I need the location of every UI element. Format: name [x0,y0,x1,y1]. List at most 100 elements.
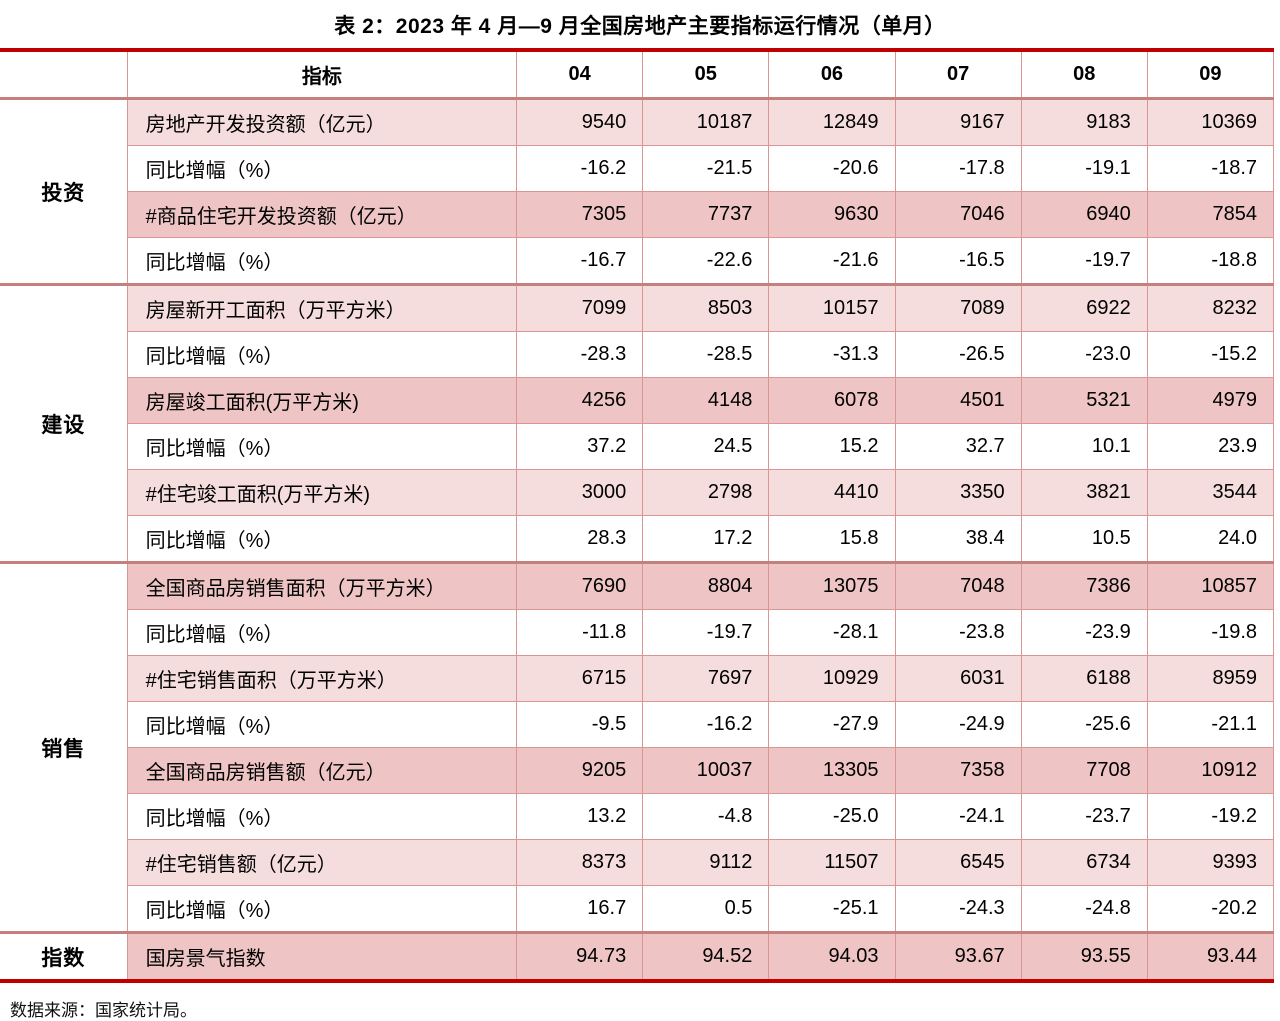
value-cell: -21.5 [642,145,770,192]
indicator-cell: 同比增幅（%） [126,885,518,933]
value-cell: -16.2 [516,145,644,192]
value-cell: 3350 [894,469,1022,516]
month-header: 04 [516,49,644,100]
value-cell: 4256 [516,377,644,424]
col-header-indicator: 指标 [126,49,518,100]
table-row: 同比增幅（%） 37.2 24.5 15.2 32.7 10.1 23.9 [0,423,1275,470]
indicator-cell: 全国商品房销售面积（万平方米） [126,561,518,610]
value-cell: 16.7 [516,885,644,933]
value-cell: 15.2 [768,423,896,470]
value-cell: -23.8 [894,609,1022,656]
value-cell: 7708 [1020,747,1148,794]
value-cell: 93.67 [894,931,1022,982]
value-cell: 4148 [642,377,770,424]
value-cell: 94.52 [642,931,770,982]
value-cell: -24.3 [894,885,1022,933]
value-cell: -15.2 [1146,331,1275,378]
value-cell: 12849 [768,97,896,146]
indicator-cell: 国房景气指数 [126,931,518,982]
indicator-cell: #住宅销售面积（万平方米） [126,655,518,702]
indicator-cell: 同比增幅（%） [126,331,518,378]
value-cell: 6715 [516,655,644,702]
table-row: 销售 全国商品房销售面积（万平方米） 7690 8804 13075 7048 7386 10… [0,561,1275,933]
value-cell: 13305 [768,747,896,794]
value-cell: 10187 [642,97,770,146]
table-body: 投资 房地产开发投资额（亿元） 9540 10187 12849 9167 9183 1036… [0,97,1275,982]
value-cell: 8232 [1146,283,1275,332]
value-cell: 13075 [768,561,896,610]
table-row: 指数 国房景气指数 94.73 94.52 94.03 93.67 93.55 93.44 [0,931,1275,982]
value-cell: 9393 [1146,839,1275,886]
value-cell: -19.8 [1146,609,1275,656]
value-cell: -27.9 [768,701,896,748]
value-cell: 7305 [516,191,644,238]
value-cell: 93.55 [1020,931,1148,982]
value-cell: 6922 [1020,283,1148,332]
corner-cell [0,49,128,100]
value-cell: -26.5 [894,331,1022,378]
table-row: 同比增幅（%） -9.5 -16.2 -27.9 -24.9 -25.6 -21.1 [0,701,1275,748]
value-cell: 10929 [768,655,896,702]
indicator-cell: 同比增幅（%） [126,515,518,563]
value-cell: 15.8 [768,515,896,563]
table-row: #住宅销售面积（万平方米） 6715 7697 10929 6031 6188 8959 [0,655,1275,702]
value-cell: 7386 [1020,561,1148,610]
group-label-cell: 建设 [0,283,128,563]
value-cell: -19.7 [1020,237,1148,285]
value-cell: 7854 [1146,191,1275,238]
table-row: 同比增幅（%） -16.7 -22.6 -21.6 -16.5 -19.7 -18.8 [0,237,1275,285]
value-cell: 10369 [1146,97,1275,146]
value-cell: 6188 [1020,655,1148,702]
value-cell: 94.03 [768,931,896,982]
value-cell: 9112 [642,839,770,886]
value-cell: -20.6 [768,145,896,192]
value-cell: -20.2 [1146,885,1275,933]
indicator-cell: 同比增幅（%） [126,793,518,840]
value-cell: 9540 [516,97,644,146]
value-cell: 8503 [642,283,770,332]
page-title: 表 2：2023 年 4 月—9 月全国房地产主要指标运行情况（单月） [334,15,946,38]
value-cell: 24.0 [1146,515,1275,563]
value-cell: 5321 [1020,377,1148,424]
indicator-cell: 同比增幅（%） [126,237,518,285]
value-cell: 10857 [1146,561,1275,610]
table-row: 同比增幅（%） -11.8 -19.7 -28.1 -23.8 -23.9 -19.8 [0,609,1275,656]
value-cell: 9205 [516,747,644,794]
value-cell: 4501 [894,377,1022,424]
table-row: #住宅销售额（亿元） 8373 9112 11507 6545 6734 9393 [0,839,1275,886]
value-cell: -18.8 [1146,237,1275,285]
table-row: 建设 房屋新开工面积（万平方米） 7099 8503 10157 7089 6922 8232 [0,283,1275,563]
value-cell: 37.2 [516,423,644,470]
value-cell: -16.2 [642,701,770,748]
value-cell: -19.2 [1146,793,1275,840]
value-cell: -24.8 [1020,885,1148,933]
group-label-cell: 销售 [0,561,128,933]
value-cell: 4979 [1146,377,1275,424]
value-cell: -16.7 [516,237,644,285]
indicator-cell: 房屋竣工面积(万平方米) [126,377,518,424]
value-cell: 6078 [768,377,896,424]
value-cell: 11507 [768,839,896,886]
value-cell: -19.7 [642,609,770,656]
value-cell: 7358 [894,747,1022,794]
group-label-cell: 指数 [0,931,128,982]
value-cell: -22.6 [642,237,770,285]
value-cell: 10912 [1146,747,1275,794]
value-cell: -4.8 [642,793,770,840]
value-cell: -24.1 [894,793,1022,840]
value-cell: 10037 [642,747,770,794]
indicator-cell: #商品住宅开发投资额（亿元） [126,191,518,238]
table-header-row: 指标 04 05 06 07 08 09 [0,49,1275,100]
value-cell: -28.1 [768,609,896,656]
value-cell: 10.5 [1020,515,1148,563]
value-cell: 10.1 [1020,423,1148,470]
value-cell: 13.2 [516,793,644,840]
value-cell: -9.5 [516,701,644,748]
month-header: 06 [768,49,896,100]
indicator-cell: #住宅竣工面积(万平方米) [126,469,518,516]
table-row: 同比增幅（%） 16.7 0.5 -25.1 -24.3 -24.8 -20.2 [0,885,1275,933]
value-cell: -23.7 [1020,793,1148,840]
value-cell: 6545 [894,839,1022,886]
value-cell: -23.0 [1020,331,1148,378]
table-row: 同比增幅（%） 13.2 -4.8 -25.0 -24.1 -23.7 -19.2 [0,793,1275,840]
